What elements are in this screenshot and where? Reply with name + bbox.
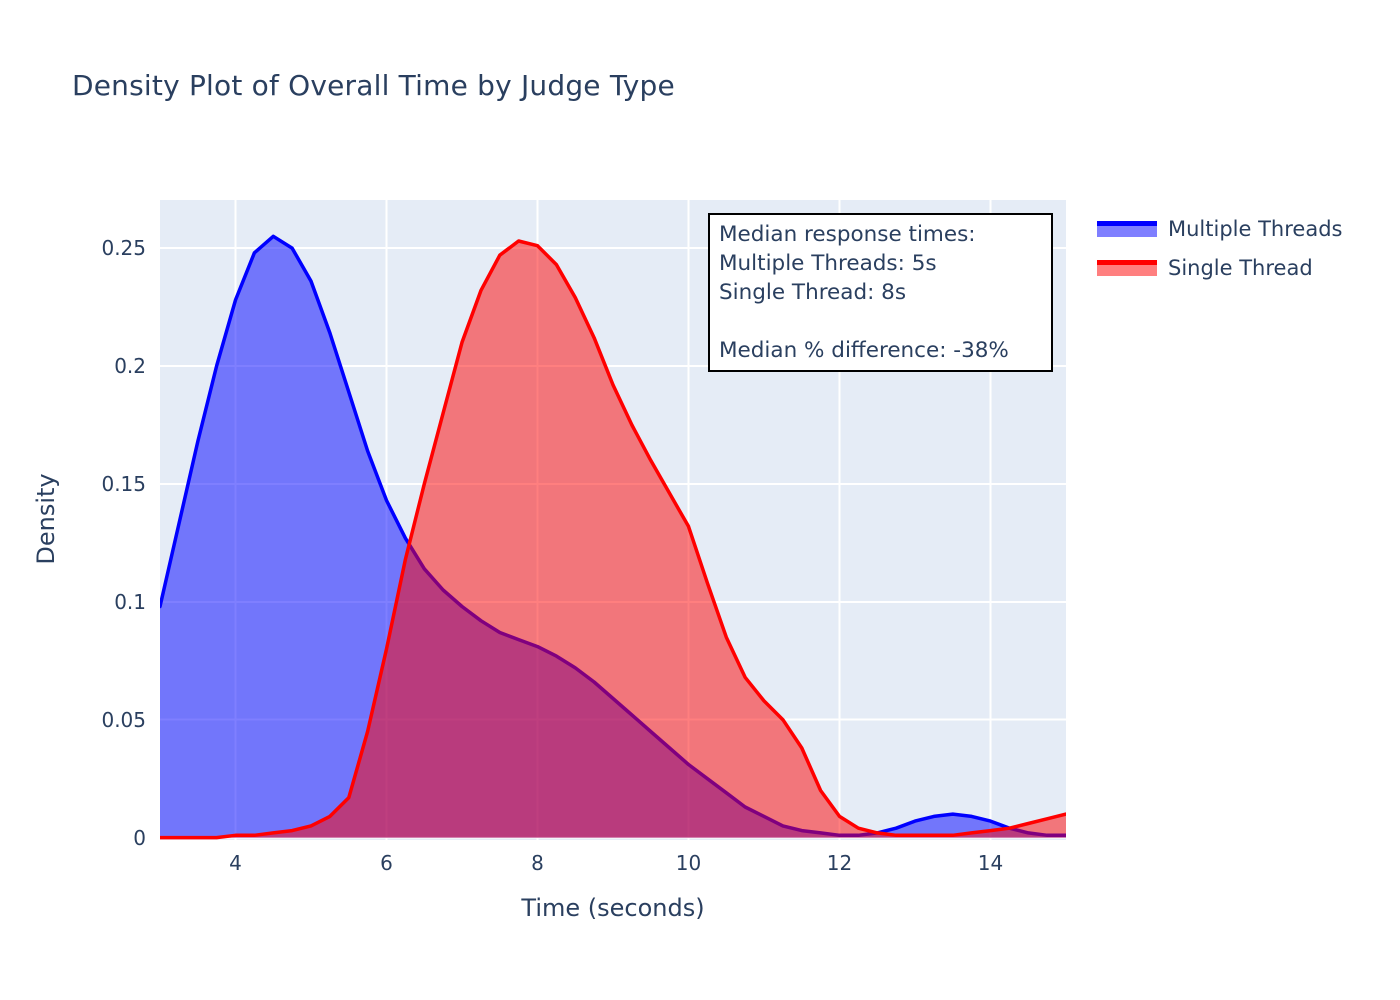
- legend-swatch-icon: [1097, 259, 1157, 276]
- x-tick-label: 12: [826, 851, 853, 875]
- legend: Multiple Threads Single Thread: [1097, 209, 1342, 287]
- legend-item-label: Multiple Threads: [1168, 216, 1343, 241]
- series-fill-single-thread: [160, 241, 1066, 838]
- annotation-line: [719, 307, 1042, 336]
- legend-fill-icon: [1097, 225, 1157, 237]
- annotation-box: Median response times: Multiple Threads: …: [708, 213, 1053, 372]
- annotation-line: Median % difference: -38%: [719, 338, 1009, 363]
- legend-line-icon: [1097, 220, 1157, 226]
- x-axis-title: Time (seconds): [521, 894, 705, 922]
- y-tick-label: 0: [133, 825, 146, 850]
- annotation-line: Multiple Threads: 5s: [719, 251, 937, 276]
- annotation-line: Median response times:: [719, 222, 976, 247]
- legend-fill-icon: [1097, 264, 1157, 276]
- legend-item-label: Single Thread: [1168, 255, 1313, 280]
- legend-swatch-icon: [1097, 220, 1157, 237]
- y-tick-label: 0.25: [101, 236, 146, 261]
- x-tick-label: 10: [675, 851, 702, 875]
- y-tick-label: 0.05: [101, 707, 146, 732]
- series-line-single-thread: [160, 239, 1066, 840]
- y-tick-label: 0.15: [101, 471, 146, 496]
- legend-item-single-thread[interactable]: Single Thread: [1097, 248, 1342, 287]
- y-axis-title: Density: [32, 473, 60, 565]
- x-tick-label: 14: [977, 851, 1004, 875]
- chart-title: Density Plot of Overall Time by Judge Ty…: [72, 69, 675, 102]
- y-tick-label: 0.2: [114, 354, 146, 378]
- legend-line-icon: [1097, 259, 1157, 265]
- x-tick-label: 6: [380, 851, 393, 875]
- legend-item-multiple-threads[interactable]: Multiple Threads: [1097, 209, 1342, 248]
- x-tick-label: 8: [531, 851, 544, 875]
- x-tick-label: 4: [229, 851, 242, 875]
- y-tick-label: 0.1: [114, 589, 146, 614]
- annotation-line: Single Thread: 8s: [719, 280, 907, 305]
